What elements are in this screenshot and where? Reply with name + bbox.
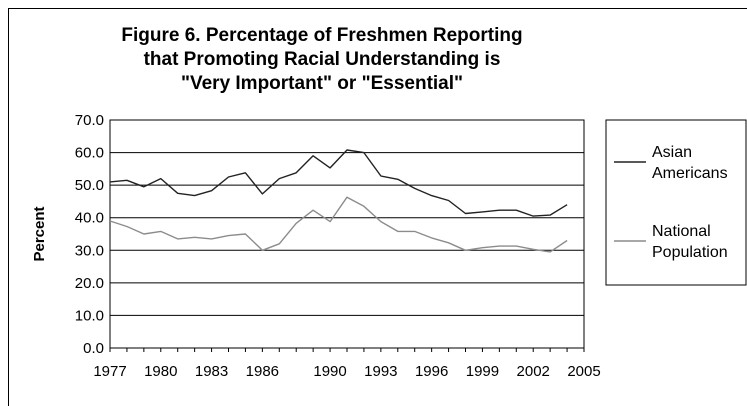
y-tick-label: 20.0 [75,275,104,292]
x-tick-label: 1986 [246,363,279,380]
legend-box [605,119,747,286]
x-tick-label: 1983 [195,363,228,380]
chart-title-line-3: "Very Important" or "Essential" [180,73,464,94]
x-tick-label: 1977 [93,363,126,380]
x-tick-label: 1980 [144,363,177,380]
x-tick-label: 1996 [415,363,448,380]
x-axis-tick-labels: 1977 1980 1983 1986 1990 1993 1996 1999 2002 2005 [93,348,601,380]
y-axis-label: Percent [31,206,48,261]
x-tick-label: 1999 [466,363,499,380]
y-tick-label: 30.0 [75,242,104,259]
y-tick-label: 10.0 [75,307,104,324]
chart-title: Figure 6. Percentage of Freshmen Reporti… [112,24,532,96]
y-tick-label: 70.0 [75,112,104,129]
x-tick-label: 2005 [567,363,600,380]
legend-label-2: National Population [652,223,728,261]
series-lines [109,149,568,253]
chart-title-line-2: that Promoting Racial Understanding is [143,49,501,70]
y-axis-tick-labels: 0.0 10.0 20.0 30.0 40.0 50.0 60.0 70.0 [75,112,104,357]
chart-title-line-1: Figure 6. Percentage of Freshmen Reporti… [121,25,523,46]
y-tick-label: 50.0 [75,177,104,194]
series-line-1 [109,149,568,217]
series-line-2 [109,196,568,253]
x-tick-label: 1993 [364,363,397,380]
y-tick-label: 0.0 [83,340,104,357]
x-tick-label: 1990 [313,363,346,380]
y-tick-label: 40.0 [75,210,104,227]
x-tick-label: 2002 [517,363,550,380]
y-tick-label: 60.0 [75,145,104,162]
legend: Asian Americans National Population [614,144,728,261]
chart-frame [8,8,747,406]
plot-area-border [109,119,585,349]
gridlines [110,152,584,316]
legend-label-1: Asian Americans [652,144,728,182]
